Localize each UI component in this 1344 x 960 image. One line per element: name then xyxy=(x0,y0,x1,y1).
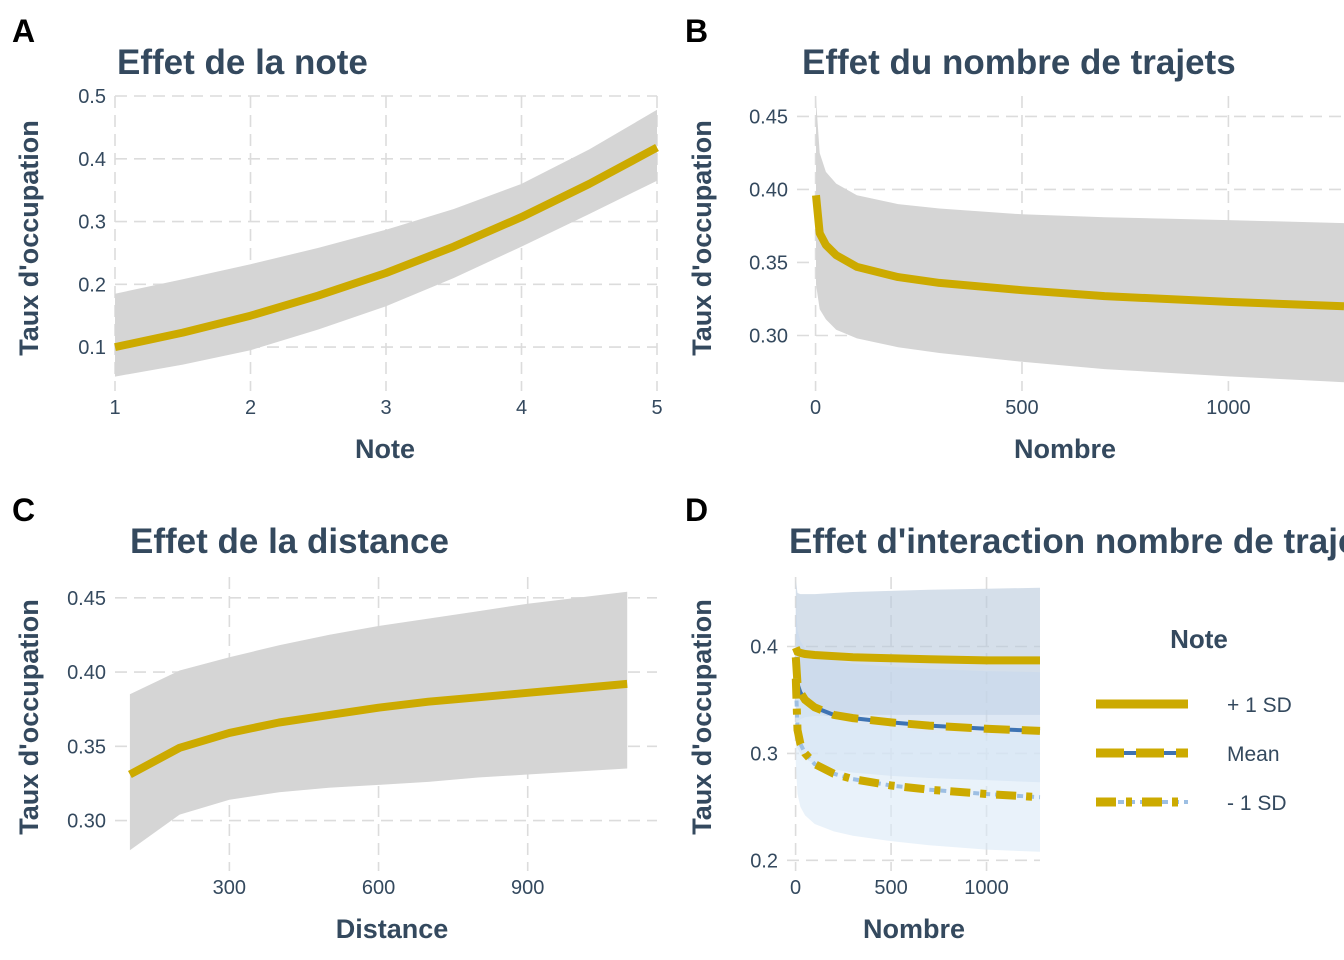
panel-a-x-tick-label: 2 xyxy=(245,397,256,419)
panel-d-line-minus-1-sd xyxy=(791,678,1041,802)
panel-c-y-axis-title: Taux d'occupation xyxy=(14,599,44,834)
panel-a-title: Effet de la note xyxy=(117,43,368,82)
panel-b-y-tick-label: 0.40 xyxy=(749,179,788,201)
panel-c-x-axis-title: Distance xyxy=(336,914,449,944)
panel-b-y-tick-label: 0.30 xyxy=(749,326,788,348)
panel-a-x-tick-label: 3 xyxy=(380,397,391,419)
panel-d-x-tick-label: 500 xyxy=(874,877,907,899)
panel-a-x-tick-label: 1 xyxy=(109,397,120,419)
panel-a-y-axis-title: Taux d'occupation xyxy=(14,120,44,355)
panel-tag-a: A xyxy=(12,13,35,49)
panel-a-effect-line xyxy=(114,143,659,352)
panel-c: C Effet de la distance Taux d'occupation… xyxy=(12,492,657,944)
panel-d-x-tick-label: 1000 xyxy=(964,877,1009,899)
panel-b-y-tick-label: 0.35 xyxy=(749,252,788,274)
panel-b-confidence-ribbon xyxy=(816,98,1344,383)
panel-d-line-plus-1-sd xyxy=(792,646,1040,665)
legend-keys xyxy=(1096,699,1188,807)
panel-d-ribbon-minus-1-sd xyxy=(795,630,1040,852)
panel-d-plot-area: 0.2 0.3 0.4 0 500 1000 xyxy=(750,577,1041,899)
panel-b-effect-line xyxy=(812,194,1344,311)
panel-b-x-tick-label: 1000 xyxy=(1206,397,1251,419)
panel-a: A Effet de la note Taux d'occupation Not… xyxy=(12,13,663,464)
legend: Note + 1 SD Mean - 1 SD xyxy=(1096,624,1292,815)
legend-label-minus-1-sd: - 1 SD xyxy=(1227,792,1287,815)
panel-a-plot-area: 0.1 0.2 0.3 0.4 0.5 1 2 3 4 5 xyxy=(78,86,662,419)
panel-d-y-axis-title: Taux d'occupation xyxy=(687,599,717,834)
panel-tag-d: D xyxy=(685,492,708,528)
panel-a-y-tick-label: 0.4 xyxy=(78,149,106,171)
legend-title: Note xyxy=(1170,624,1228,654)
panel-b: B Effet du nombre de trajets Taux d'occu… xyxy=(685,13,1344,464)
panel-b-x-axis-title: Nombre xyxy=(1014,434,1116,464)
panel-c-effect-line xyxy=(128,679,628,779)
panel-a-y-tick-label: 0.1 xyxy=(78,337,106,359)
panel-b-x-tick-label: 500 xyxy=(1005,397,1038,419)
panel-tag-c: C xyxy=(12,492,35,528)
panel-c-y-tick-label: 0.40 xyxy=(67,662,106,684)
legend-label-mean: Mean xyxy=(1227,743,1280,766)
panel-a-y-tick-label: 0.2 xyxy=(78,274,106,296)
panel-b-y-axis-title: Taux d'occupation xyxy=(687,120,717,355)
panel-d-y-tick-label: 0.4 xyxy=(750,636,778,658)
panel-b-x-tick-label: 0 xyxy=(810,397,821,419)
panel-c-y-tick-label: 0.45 xyxy=(67,588,106,610)
panel-b-y-tick-label: 0.45 xyxy=(749,106,788,128)
panel-c-plot-area: 0.30 0.35 0.40 0.45 300 600 900 xyxy=(67,577,657,899)
panel-d-line-mean xyxy=(791,656,1041,735)
panel-b-title: Effet du nombre de trajets xyxy=(802,43,1236,82)
panel-d-x-tick-label: 0 xyxy=(790,877,801,899)
panel-c-x-tick-label: 900 xyxy=(511,877,544,899)
panel-d-x-axis-title: Nombre xyxy=(863,914,965,944)
panel-a-y-tick-label: 0.5 xyxy=(78,86,106,108)
panel-c-y-tick-label: 0.30 xyxy=(67,811,106,833)
panel-d-title: Effet d'interaction nombre de trajets xyxy=(789,522,1344,561)
panel-b-plot-area: 0.30 0.35 0.40 0.45 0 500 1000 xyxy=(749,96,1344,419)
panel-d-y-tick-label: 0.2 xyxy=(750,850,778,872)
panel-c-title: Effet de la distance xyxy=(130,522,449,561)
panel-c-confidence-ribbon xyxy=(129,591,628,851)
legend-label-plus-1-sd: + 1 SD xyxy=(1227,694,1292,717)
panel-c-x-tick-label: 300 xyxy=(213,877,246,899)
panel-c-x-tick-label: 600 xyxy=(362,877,395,899)
panel-d-y-tick-label: 0.3 xyxy=(750,743,778,765)
panel-a-x-axis-title: Note xyxy=(355,434,415,464)
panel-a-x-tick-label: 5 xyxy=(651,397,662,419)
panel-a-confidence-ribbon xyxy=(115,109,657,377)
panel-a-y-tick-label: 0.3 xyxy=(78,212,106,234)
panel-c-y-tick-label: 0.35 xyxy=(67,736,106,758)
panel-tag-b: B xyxy=(685,13,708,49)
panel-d: D Effet d'interaction nombre de trajets … xyxy=(685,492,1344,944)
panel-a-x-tick-label: 4 xyxy=(516,397,527,419)
